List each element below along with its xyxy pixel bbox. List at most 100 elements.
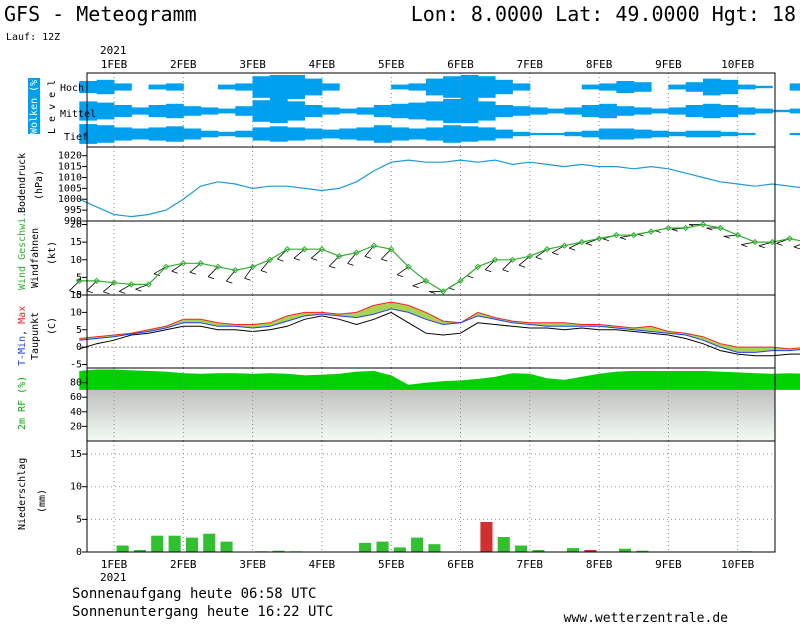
cloud-cell [409,103,427,120]
cloud-cell [443,99,461,123]
cloud-cell [409,129,427,140]
cloud-cell [253,76,271,98]
cloud-cell [270,75,288,99]
cloud-cell [305,79,323,96]
wind-barb-feather [552,253,558,255]
cloud-cell [287,75,305,99]
cloud-cell [651,109,669,114]
cloud-cell [166,126,184,141]
cloud-cell [582,85,600,90]
cloud-cell [391,85,409,90]
cloud-ylabel: Wolken (%) [29,74,40,134]
cloud-cell [357,107,375,114]
precip-bar [169,536,181,552]
humidity-tick-label: 40 [70,407,82,418]
x-tick-label-top: 9FEB [655,58,682,71]
wind-barb-feather [413,286,419,288]
cloud-cell [287,127,305,140]
wind-barb-feather [569,248,575,250]
temp-tick-label: 0 [76,342,82,353]
x-tick-label-bottom: 9FEB [655,558,682,571]
humidity-tick-label: 20 [70,421,82,432]
cloud-cell [461,75,479,99]
cloud-cell [183,129,201,140]
x-tick-label-bottom: 6FEB [447,558,474,571]
temperature-panel [79,302,800,365]
cloud-cell [322,107,340,114]
cloud-cell [235,131,253,138]
x-tick-label-bottom: 7FEB [517,558,544,571]
cloud-cell [426,127,444,140]
cloud-cell [426,79,444,96]
cloud-level-caption: L e v e l [47,80,58,134]
wind-speed-line [79,225,800,292]
tmax-label: Max [17,306,28,324]
x-tick-label-top: 8FEB [586,58,613,71]
wind-barb-feather [503,270,509,272]
cloud-cell [305,105,323,117]
precip-bar [515,546,527,553]
pressure-tick-label: 1015 [58,162,82,173]
wind-barb-feather [103,292,109,294]
temp-tick-label: 15 [70,290,82,301]
cloud-cell [374,125,392,143]
cloud-cell [513,83,531,90]
cloud-cell [634,130,652,139]
cloud-cell [443,125,461,143]
wind-barb-feather [759,246,765,248]
temp-tick-label: 5 [76,325,82,336]
cloud-cell [703,131,721,138]
cloud-cell [495,80,513,94]
precip-tick-label: 15 [70,449,82,460]
cloud-panel [79,75,800,145]
wind-barb-feather [365,256,371,258]
wind-barb-feather [119,291,125,293]
cloud-cell [322,83,340,90]
x-tick-label-bottom: 4FEB [309,558,336,571]
precip-tick-label: 5 [76,514,82,525]
cloud-cell [790,83,800,90]
cloud-cell [114,127,132,140]
precip-bar [117,546,129,553]
temp-tick-label: 10 [70,307,82,318]
wind-barb-feather [87,291,93,293]
sunrise-text: Sonnenaufgang heute 06:58 UTC [72,586,316,602]
wind-barb-feather [794,247,800,249]
precip-bar [359,543,371,552]
cloud-cell [755,86,773,88]
cloud-cell [235,106,253,116]
cloud-cell [201,131,219,138]
cloud-cell [599,129,617,140]
level-mid-label: Mittel [60,109,96,120]
wind-barb-feather [329,266,335,268]
cloud-cell [599,104,617,118]
precip-ylabel: Niederschlag [17,458,28,530]
precip-bar [428,544,440,552]
wind-tick-label: 5 [76,272,82,283]
temp-unit: (C) [47,317,58,335]
wind-barb-feather [226,281,232,283]
wind-barb-feather [536,257,542,259]
pressure-tick-label: 1010 [58,173,82,184]
cloud-cell [564,132,582,136]
wind-barb-feather [724,236,730,238]
pressure-unit: (hPa) [34,170,45,200]
year-label-bottom: 2021 [100,571,127,584]
precip-tick-label: 0 [76,547,82,558]
cloud-cell [651,131,669,138]
x-tick-label-top: 5FEB [378,58,405,71]
cloud-cell [270,126,288,141]
precip-bar [186,538,198,552]
cloud-cell [547,109,565,114]
cloud-cell [339,129,357,140]
cloud-cell [478,101,496,120]
cloud-cell [720,132,738,136]
wind-tick-label: 10 [70,255,82,266]
pressure-ylabel: Bodendruck [17,153,28,213]
cloud-cell [322,130,340,139]
cloud-cell [461,126,479,141]
wind-barb-feather [586,243,592,245]
cloud-cell [114,83,132,90]
cloud-cell [149,85,167,90]
cloud-cell [668,132,686,136]
